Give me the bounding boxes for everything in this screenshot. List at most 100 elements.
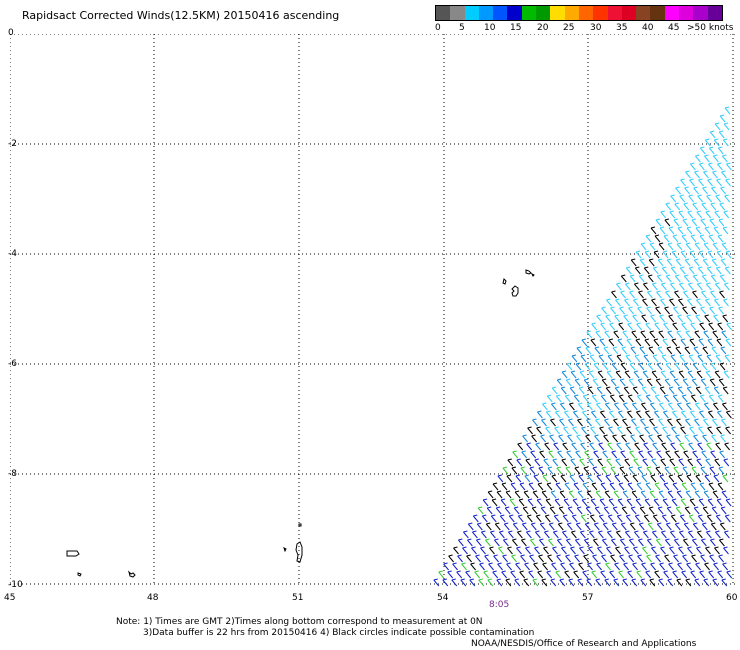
- wind-barb: [717, 482, 724, 491]
- wind-barb: [661, 354, 668, 363]
- wind-barb: [532, 418, 538, 427]
- wind-barb: [712, 242, 719, 251]
- wind-barb: [650, 474, 657, 483]
- wind-barb: [654, 482, 661, 491]
- wind-barb: [568, 578, 575, 587]
- wind-barb: [492, 482, 499, 491]
- wind-barb: [610, 554, 616, 563]
- wind-barb: [581, 498, 588, 507]
- wind-barb: [573, 482, 580, 491]
- legend-color-swatch: [664, 6, 680, 20]
- wind-barb: [699, 410, 705, 419]
- note-line-2: 3)Data buffer is 22 hrs from 20150416 4)…: [143, 628, 535, 638]
- wind-barb: [639, 434, 645, 443]
- wind-barb: [453, 546, 459, 555]
- wind-barb: [611, 290, 617, 299]
- wind-barb: [516, 546, 522, 555]
- wind-barb: [643, 282, 649, 291]
- wind-barb: [722, 314, 729, 323]
- wind-barb: [565, 378, 572, 387]
- wind-barb: [600, 482, 607, 491]
- wind-barb: [691, 466, 698, 475]
- wind-barb: [556, 466, 563, 475]
- wind-barb: [593, 450, 600, 459]
- wind-barb: [654, 234, 661, 243]
- wind-barb: [709, 218, 716, 227]
- wind-barb: [629, 290, 635, 299]
- wind-barb: [683, 450, 690, 459]
- wind-barb: [526, 514, 533, 523]
- wind-barb: [551, 474, 558, 483]
- wind-barb: [696, 210, 703, 219]
- legend-label: 10: [484, 23, 496, 33]
- wind-barb: [725, 178, 731, 187]
- wind-barb: [650, 402, 656, 411]
- wind-barb: [656, 362, 663, 371]
- legend-color-swatch: [436, 6, 451, 20]
- x-tick-label: 45: [4, 593, 16, 603]
- wind-barb: [625, 266, 632, 275]
- wind-barb: [494, 522, 501, 531]
- wind-barb: [627, 482, 634, 491]
- wind-barb: [684, 346, 691, 355]
- wind-barb: [722, 226, 729, 235]
- wind-barb: [642, 546, 648, 555]
- wind-barb: [638, 522, 645, 531]
- wind-barb: [692, 522, 699, 531]
- wind-barb: [688, 530, 694, 539]
- wind-barb: [638, 274, 645, 283]
- wind-barb: [629, 274, 636, 283]
- wind-barb: [575, 538, 581, 547]
- wind-barb: [719, 538, 725, 547]
- wind-barb: [535, 530, 541, 539]
- wind-barb: [555, 394, 562, 403]
- wind-barb: [608, 338, 615, 347]
- wind-barb: [656, 290, 662, 299]
- wind-barb: [655, 466, 662, 475]
- wind-barb: [718, 130, 725, 139]
- wind-barb: [609, 570, 616, 579]
- swath-time-label: 8:05: [489, 600, 510, 610]
- legend-color-swatch: [679, 6, 694, 20]
- wind-barb: [637, 466, 644, 475]
- wind-barb: [713, 154, 719, 163]
- wind-barb: [719, 362, 726, 371]
- wind-barb: [720, 186, 726, 195]
- wind-barb: [469, 578, 476, 587]
- wind-barb: [586, 490, 593, 499]
- wind-barb: [569, 474, 576, 483]
- wind-barb: [636, 570, 643, 579]
- wind-barb: [579, 370, 586, 379]
- wind-barb: [696, 370, 703, 379]
- grid-lines: [10, 34, 735, 585]
- wind-barb: [646, 378, 653, 387]
- wind-barb: [722, 386, 729, 395]
- wind-barb: [630, 434, 636, 443]
- wind-barb: [588, 546, 594, 555]
- wind-barb: [609, 322, 616, 331]
- wind-barb: [724, 354, 731, 363]
- wind-barb: [517, 530, 523, 539]
- y-tick-label: 0: [8, 28, 14, 38]
- wind-barb: [686, 562, 692, 571]
- wind-barb: [560, 562, 566, 571]
- wind-barb: [638, 290, 644, 299]
- wind-barb: [583, 554, 589, 563]
- wind-barb: [665, 274, 672, 283]
- wind-barb: [702, 186, 708, 195]
- wind-barb: [661, 530, 667, 539]
- wind-barb: [515, 474, 522, 483]
- wind-barb: [602, 362, 609, 371]
- wind-barb: [724, 106, 731, 115]
- wind-barb: [538, 466, 545, 475]
- wind-barb: [726, 162, 732, 171]
- wind-barb: [705, 370, 712, 379]
- wind-barb: [610, 466, 617, 475]
- x-tick-label: 54: [437, 593, 449, 603]
- wind-barb: [712, 330, 719, 339]
- wind-barb: [659, 562, 665, 571]
- wind-barb: [651, 546, 657, 555]
- wind-barb: [642, 458, 649, 467]
- wind-barb: [713, 226, 720, 235]
- wind-barb: [657, 258, 664, 267]
